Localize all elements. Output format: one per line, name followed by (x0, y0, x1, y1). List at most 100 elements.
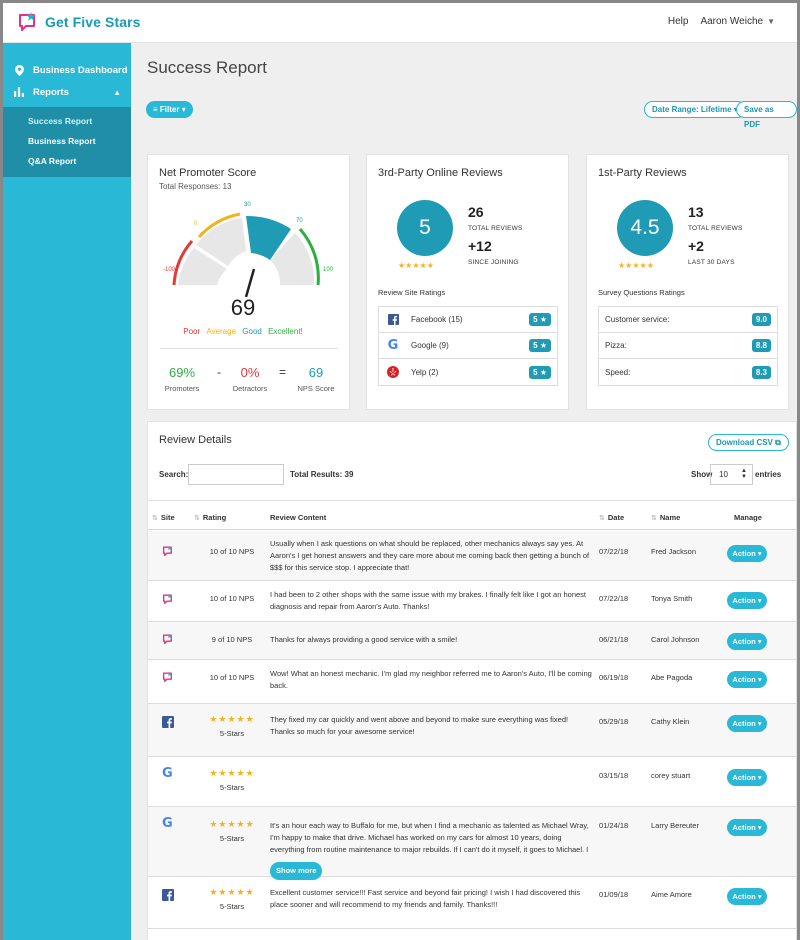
column-header-content[interactable]: Review Content (270, 513, 327, 522)
action-button[interactable]: Action ▾ (727, 633, 767, 650)
question-rating-badge: 8.3 (751, 365, 771, 379)
action-button[interactable]: Action ▾ (727, 545, 767, 562)
site-rating-badge: 5 ★ (529, 339, 551, 352)
sidebar-item-business-dashboard[interactable]: Business Dashboard (3, 59, 131, 81)
minus-sign: - (217, 365, 221, 379)
download-csv-button[interactable]: Download CSV ⧉ (708, 434, 789, 451)
table-row: 10 of 10 NPS I had been to 2 other shops… (148, 581, 796, 622)
site-name: Facebook (15) (411, 315, 463, 324)
facebook-icon (385, 314, 401, 325)
gauge-arc-excellent (298, 228, 320, 286)
review-date: 03/15/18 (599, 771, 629, 780)
rating-text: 10 of 10 NPS (209, 673, 255, 682)
first-party-change-label: LAST 30 DAYS (688, 259, 735, 266)
third-party-score: 5 (397, 200, 453, 256)
column-header-name[interactable]: ⇅ Name (651, 513, 681, 522)
nps-total-responses: Total Responses: 13 (159, 182, 232, 191)
filter-label: Filter ▾ (159, 105, 186, 114)
review-date: 07/22/18 (599, 594, 629, 603)
action-button[interactable]: Action ▾ (727, 592, 767, 609)
sidebar-item-reports[interactable]: Reports ▲ (3, 81, 131, 103)
site-rating-row[interactable]: G Google (9) 5 ★ (379, 333, 557, 359)
gfs-icon (162, 593, 174, 609)
third-party-total-label: TOTAL REVIEWS (468, 225, 523, 232)
review-content: Thanks for always providing a good servi… (270, 635, 458, 644)
sidebar-item-qa-report[interactable]: Q&A Report (28, 156, 77, 166)
user-menu[interactable]: Aaron Weiche ▼ (700, 16, 775, 27)
star-rating: ★★★★★ (209, 768, 255, 778)
entries-label: entries (755, 470, 782, 479)
gauge-label: 70 (296, 218, 303, 224)
table-row: 9 of 10 NPS Thanks for always providing … (148, 622, 796, 660)
action-button[interactable]: Action ▾ (727, 769, 767, 786)
question-name: Speed: (605, 367, 631, 377)
column-header-date[interactable]: ⇅ Date (599, 513, 625, 522)
question-rating-row[interactable]: Speed: 8.3 (599, 359, 777, 385)
third-party-total-reviews: 26 (468, 204, 484, 220)
help-link[interactable]: Help (667, 16, 689, 27)
page-title: Success Report (147, 58, 267, 77)
promoters-value: 69% (168, 365, 196, 380)
promoters-label: Promoters (164, 384, 200, 393)
review-date: 06/21/18 (599, 635, 629, 644)
action-button[interactable]: Action ▾ (727, 671, 767, 688)
detractors-stat: 0% Detractors (228, 365, 272, 393)
external-link-icon: ⧉ (775, 438, 781, 447)
rating-text: 5-Stars (219, 902, 245, 911)
search-input[interactable] (188, 464, 284, 485)
rating-text: 9 of 10 NPS (211, 635, 253, 644)
show-more-button[interactable]: Show more (270, 862, 323, 880)
action-button[interactable]: Action ▾ (727, 819, 767, 836)
question-rating-row[interactable]: Pizza: 8.8 (599, 333, 777, 359)
review-content: It's an hour each way to Buffalo for me,… (270, 821, 589, 854)
main-content: Success Report ≡ Filter ▾ Date Range: Li… (131, 43, 797, 940)
review-date: 01/24/18 (599, 821, 629, 830)
review-details-card: Review Details Download CSV ⧉ Search: To… (147, 421, 797, 940)
rating-text: 5-Stars (219, 783, 245, 792)
action-button[interactable]: Action ▾ (727, 888, 767, 905)
top-bar: Get Five Stars Help Aaron Weiche ▼ (3, 3, 797, 43)
table-row: ★★★★★ 5-Stars Excellent customer service… (148, 877, 796, 929)
sidebar: Business Dashboard Reports ▲ Success Rep… (3, 43, 131, 940)
review-content-wrap: It's an hour each way to Buffalo for me,… (270, 820, 592, 880)
review-content: Usually when I ask questions on what sho… (270, 539, 590, 572)
sidebar-item-business-report[interactable]: Business Report (28, 136, 96, 146)
rating-cell: ★★★★★ 5-Stars (196, 767, 268, 794)
question-rating-badge: 9.0 (751, 313, 771, 326)
site-rating-row[interactable]: Yelp (2) 5 ★ (379, 359, 557, 385)
entries-select[interactable]: 10 ▲ ▼ (710, 464, 753, 485)
sidebar-item-success-report[interactable]: Success Report (28, 116, 93, 126)
divider (160, 348, 338, 349)
gauge-segment-excellent (270, 233, 315, 285)
third-party-change: +12 (468, 238, 492, 254)
nps-result-stat: 69 NPS Score (296, 365, 336, 393)
logo[interactable]: Get Five Stars (17, 11, 141, 33)
select-arrows-icon: ▲ ▼ (741, 468, 747, 480)
nps-title: Net Promoter Score (159, 167, 257, 179)
save-pdf-button[interactable]: Save as PDF (736, 101, 797, 129)
reviewer-name: Fred Jackson (651, 547, 697, 556)
column-header-rating[interactable]: ⇅ Rating (194, 513, 227, 522)
column-header-manage: Manage (734, 513, 762, 522)
facebook-icon (162, 889, 174, 905)
action-button[interactable]: Action ▾ (727, 715, 767, 732)
sidebar-item-label: Reports (33, 86, 69, 98)
reviewer-name: corey stuart (651, 771, 691, 780)
site-rating-row[interactable]: Facebook (15) 5 ★ (379, 307, 557, 333)
date-range-button[interactable]: Date Range: Lifetime ▾ (644, 101, 746, 118)
map-pin-icon (13, 64, 25, 76)
nps-result-label: NPS Score (297, 384, 335, 393)
nps-score: 69 (230, 295, 256, 320)
review-content: Excellent customer service!!! Fast servi… (270, 888, 581, 909)
filter-button[interactable]: ≡ Filter ▾ (146, 101, 193, 118)
bar-chart-icon (13, 87, 25, 97)
first-party-total-reviews: 13 (688, 204, 704, 220)
question-rating-row[interactable]: Customer service: 9.0 (599, 307, 777, 333)
gauge-label: 100 (323, 267, 334, 273)
gauge-needle (244, 268, 256, 297)
column-header-site[interactable]: ⇅ Site (152, 513, 175, 522)
survey-ratings-label: Survey Questions Ratings (598, 288, 685, 297)
review-date: 06/19/18 (599, 673, 629, 682)
download-csv-label: Download CSV (716, 438, 773, 447)
sort-icon: ⇅ (651, 515, 657, 522)
